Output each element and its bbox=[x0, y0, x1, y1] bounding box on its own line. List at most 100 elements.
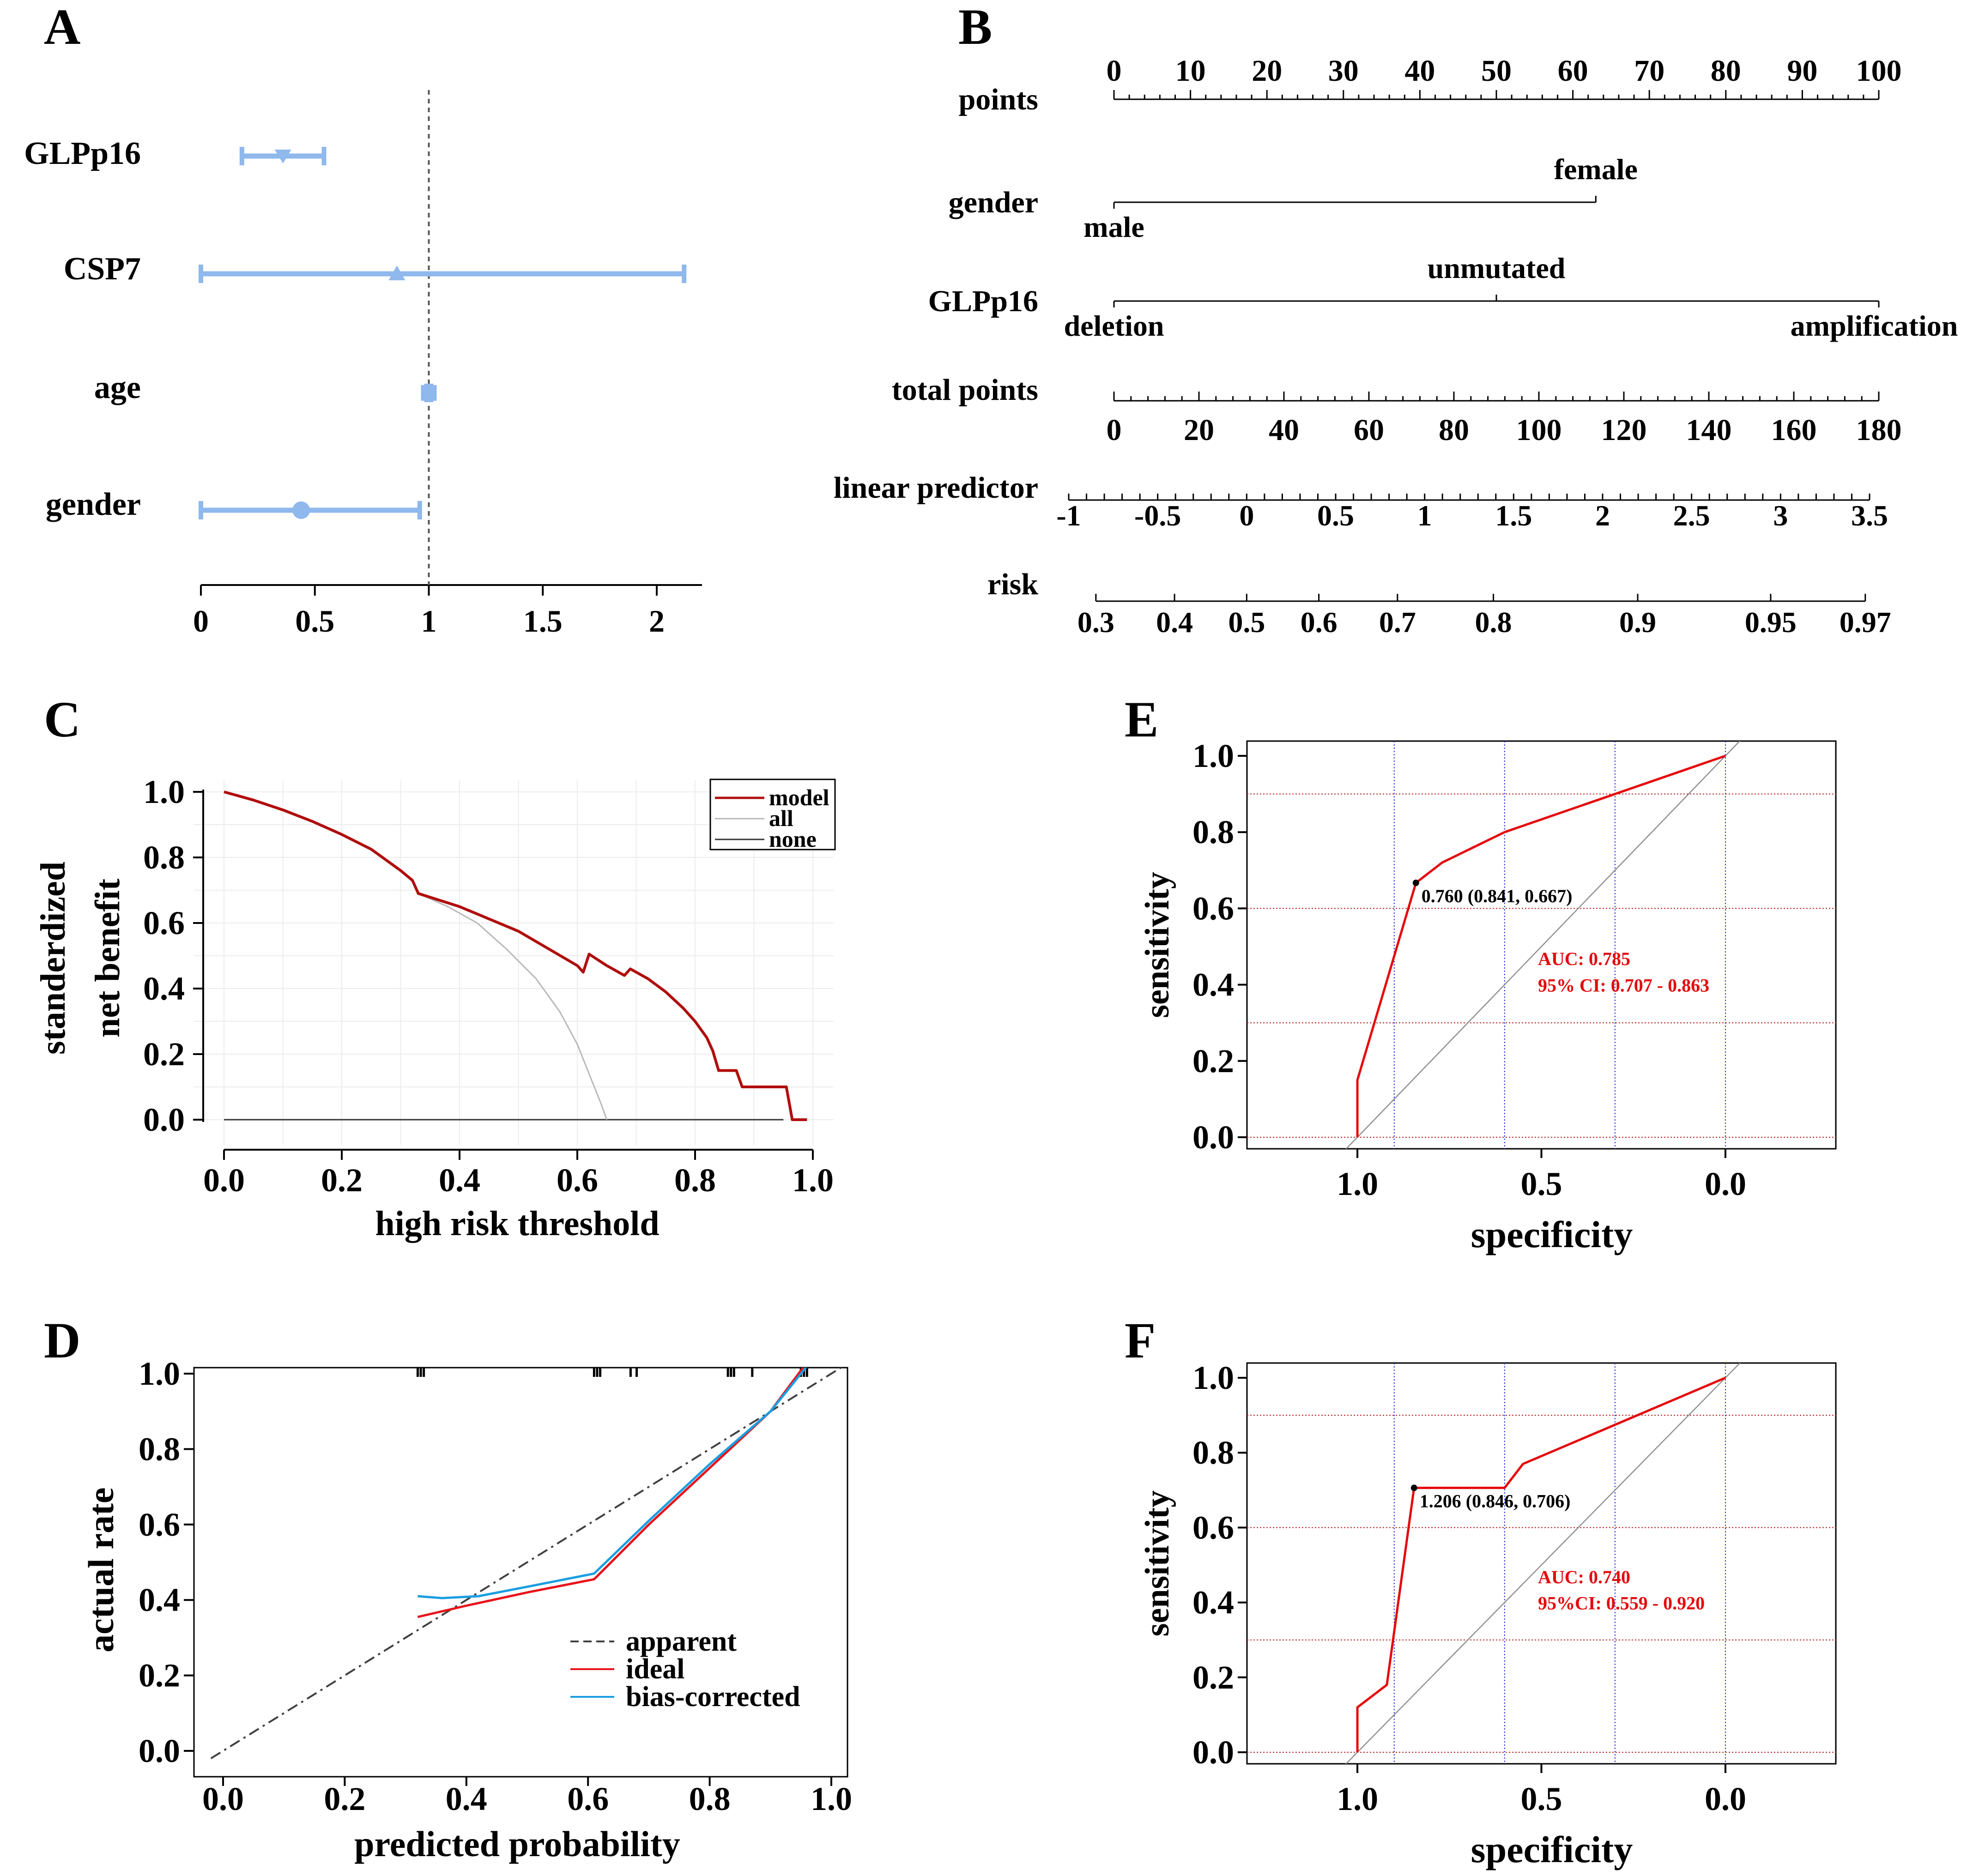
total-tick-label: 180 bbox=[1856, 413, 1902, 447]
points-tick-label: 20 bbox=[1252, 54, 1282, 88]
y-axis-title: actual rate bbox=[81, 1487, 121, 1652]
x-tick-label: 0.4 bbox=[446, 1780, 487, 1817]
total-tick-label: 160 bbox=[1771, 413, 1817, 447]
panel-label-f: F bbox=[1125, 1312, 1156, 1369]
series-ideal bbox=[417, 1368, 805, 1618]
y-tick-label: 1.0 bbox=[139, 1355, 180, 1392]
series-bias-corrected bbox=[418, 1368, 807, 1599]
x-tick-label: 1.0 bbox=[1337, 1165, 1378, 1202]
total-tick-label: 120 bbox=[1601, 413, 1647, 447]
ci-text: 95% CI: 0.707 - 0.863 bbox=[1538, 975, 1709, 996]
y-tick-label: 1.0 bbox=[143, 773, 185, 810]
y-tick-label: 0.6 bbox=[143, 905, 185, 941]
y-tick-label: 0.6 bbox=[1192, 890, 1234, 927]
risk-tick-label: 0.97 bbox=[1840, 606, 1891, 639]
glpp16-level-amplification: amplification bbox=[1791, 309, 1958, 342]
lp-tick-label: 3.5 bbox=[1851, 499, 1888, 532]
points-tick-label: 90 bbox=[1787, 54, 1817, 88]
row-label-glpp16: GLPp16 bbox=[928, 284, 1038, 318]
y-tick-label: 0.6 bbox=[1192, 1509, 1234, 1546]
points-tick-label: 30 bbox=[1328, 54, 1359, 88]
row-label-gender: gender bbox=[949, 186, 1038, 219]
row-label-linear-predictor: linear predictor bbox=[834, 471, 1038, 505]
lp-tick-label: -1 bbox=[1056, 499, 1081, 532]
best-threshold-label: 1.206 (0.846, 0.706) bbox=[1420, 1490, 1571, 1511]
x-tick-label: 1.0 bbox=[811, 1780, 852, 1817]
legend-label-all: all bbox=[769, 805, 793, 831]
lp-tick-label: -0.5 bbox=[1134, 499, 1181, 532]
y-tick-label: 0.2 bbox=[139, 1657, 180, 1694]
y-axis-title: sensitivity bbox=[1138, 872, 1176, 1018]
x-tick-label: 0.6 bbox=[557, 1162, 598, 1199]
chance-diagonal bbox=[1345, 741, 1741, 1149]
total-tick-label: 100 bbox=[1516, 413, 1562, 447]
lp-tick-label: 0 bbox=[1239, 499, 1254, 532]
row-label-age: age bbox=[94, 370, 141, 405]
auc-text: AUC: 0.785 bbox=[1538, 948, 1630, 969]
total-tick-label: 40 bbox=[1269, 413, 1299, 447]
x-tick-label: 1.0 bbox=[792, 1162, 834, 1199]
y-tick-label: 1.0 bbox=[1192, 1359, 1234, 1396]
roc-curve bbox=[1356, 754, 1726, 1137]
x-tick-label: 0.2 bbox=[321, 1162, 363, 1199]
panel-f: F 1.206 (0.846, 0.706) AUC: 0.740 95%CI: 0.… bbox=[1125, 1312, 1837, 1870]
x-tick-label: 0.0 bbox=[1705, 1165, 1746, 1202]
y-tick-label: 0.8 bbox=[139, 1430, 180, 1467]
risk-tick-label: 0.9 bbox=[1619, 606, 1656, 639]
panel-a: A 0 0.5 1 1.5 2 GLPp16 CSP7 age gender bbox=[24, 0, 702, 639]
points-tick-label: 10 bbox=[1175, 54, 1206, 88]
y-tick-label: 0.2 bbox=[1192, 1043, 1234, 1080]
risk-tick-label: 0.5 bbox=[1228, 606, 1265, 639]
x-tick-label: 0.8 bbox=[674, 1162, 716, 1199]
x-axis-title: high risk threshold bbox=[375, 1204, 659, 1243]
risk-tick-label: 0.7 bbox=[1379, 606, 1416, 639]
risk-tick-label: 0.95 bbox=[1745, 606, 1797, 639]
gender-level-male: male bbox=[1083, 211, 1144, 243]
y-tick-label: 0.8 bbox=[1192, 1434, 1234, 1471]
total-tick-label: 0 bbox=[1107, 413, 1122, 447]
points-tick-label: 70 bbox=[1634, 54, 1664, 88]
y-tick-label: 0.0 bbox=[139, 1732, 180, 1769]
y-tick-label: 0.8 bbox=[1192, 814, 1234, 851]
y-axis-title-line2: net benefit bbox=[88, 879, 127, 1038]
estimate-marker-age bbox=[421, 385, 437, 401]
y-tick-label: 0.8 bbox=[143, 839, 185, 876]
y-tick-label: 0.2 bbox=[1192, 1659, 1234, 1696]
y-tick-label: 0.0 bbox=[143, 1101, 185, 1138]
total-tick-label: 20 bbox=[1184, 413, 1214, 447]
x-tick-label: 0.8 bbox=[689, 1780, 731, 1817]
x-tick-label: 1 bbox=[421, 603, 437, 639]
panel-c: C 0.0 0.2 0.4 0.6 0.8 1.0 0.0 0.2 0.4 0.6 0.8 1.0 hig… bbox=[34, 691, 836, 1243]
y-tick-label: 0.2 bbox=[143, 1036, 185, 1073]
panel-d: D 0.0 0.2 0.4 0.6 0.8 1.0 0.0 0.2 0.4 0.6 0.8 1.0 pre… bbox=[44, 1312, 852, 1864]
x-tick-label: 0 bbox=[193, 603, 209, 639]
x-tick-label: 0.0 bbox=[202, 1780, 244, 1817]
total-tick-label: 140 bbox=[1686, 413, 1732, 447]
plot-frame bbox=[1246, 1362, 1837, 1765]
x-axis-title: specificity bbox=[1471, 1828, 1633, 1870]
glpp16-level-deletion: deletion bbox=[1064, 309, 1164, 342]
row-label-glpp16: GLPp16 bbox=[24, 136, 141, 171]
y-axis-title-line1: standerdized bbox=[34, 862, 73, 1055]
lp-tick-label: 3 bbox=[1773, 499, 1788, 532]
legend-label-ideal: ideal bbox=[626, 1653, 684, 1685]
plot-frame bbox=[193, 1367, 848, 1778]
x-tick-label: 0.6 bbox=[567, 1780, 609, 1817]
chance-diagonal bbox=[1345, 1363, 1741, 1764]
x-tick-label: 0.5 bbox=[1521, 1780, 1562, 1817]
series-apparent bbox=[210, 1368, 843, 1759]
panel-label-d: D bbox=[44, 1312, 80, 1369]
x-tick-label: 2 bbox=[649, 603, 665, 639]
auc-text: AUC: 0.740 bbox=[1538, 1567, 1630, 1587]
row-label-total-points: total points bbox=[892, 373, 1038, 407]
x-tick-label: 0.2 bbox=[324, 1780, 365, 1817]
risk-tick-label: 0.4 bbox=[1156, 606, 1193, 639]
points-tick-label: 100 bbox=[1856, 54, 1902, 88]
y-tick-label: 0.4 bbox=[1192, 1584, 1234, 1621]
panel-label-b: B bbox=[958, 0, 992, 55]
y-tick-label: 0.4 bbox=[143, 970, 185, 1007]
estimate-marker-csp7 bbox=[388, 265, 405, 280]
best-threshold-point bbox=[1412, 880, 1419, 887]
best-threshold-label: 0.760 (0.841, 0.667) bbox=[1422, 886, 1573, 906]
